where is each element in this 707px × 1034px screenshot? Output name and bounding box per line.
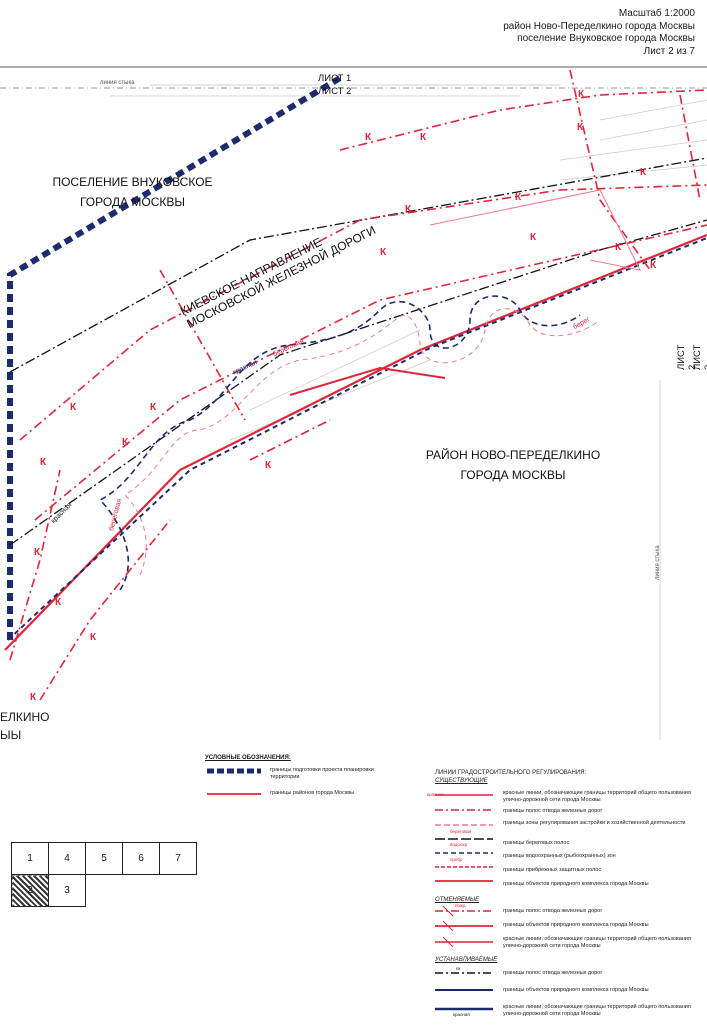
sheet-1-label: ЛИСТ 1 [318, 73, 352, 84]
project-boundary [7, 75, 342, 640]
sheet-number: Лист 2 из 7 [643, 45, 695, 57]
svg-text:К: К [70, 402, 77, 413]
red-lines [9, 69, 707, 701]
svg-text:К: К [405, 204, 412, 215]
legend-cancelled-item-3: красные линии, обозначающие границы терр… [503, 936, 691, 949]
project-boundary-south [7, 237, 707, 641]
svg-text:К: К [578, 89, 585, 100]
svg-text:К: К [150, 402, 157, 413]
legend-cancelled-swatches [435, 905, 493, 948]
district-boundary [4, 233, 707, 651]
railway-line-1 [9, 157, 707, 373]
settlement-title: поселение Внуковское города Москвы [517, 33, 695, 44]
legend-established-item-1: границы полос отвода железных дорог [503, 970, 603, 976]
legend-existing-swatches [435, 794, 493, 882]
svg-text:К: К [650, 260, 657, 271]
survey-lines [110, 84, 707, 441]
river-pink-1 [124, 308, 601, 576]
regulation-zone [429, 189, 641, 271]
sheet-cell-6[interactable]: 6 [122, 842, 160, 875]
legend-established-item-3: красные линии, обозначающие границы терр… [503, 1004, 691, 1017]
legend-swatches-top [207, 768, 261, 795]
svg-text:К: К [122, 437, 129, 448]
cut-district-label: ЕЛКИНО ЫЫ [0, 708, 50, 744]
sheet-cell-1[interactable]: 1 [11, 842, 49, 875]
district-name: РАЙОН НОВО-ПЕРЕДЕЛКИНО [425, 448, 601, 462]
legend-existing-item-1: красные линии, обозначающие границы терр… [503, 790, 691, 803]
legend-lines-heading: ЛИНИИ ГРАДОСТРОИТЕЛЬНОГО РЕГУЛИРОВАНИЯ: [435, 770, 587, 776]
svg-text:К: К [380, 247, 387, 258]
join-line-right-label: линия стыка [655, 545, 661, 580]
district-label: РАЙОН НОВО-ПЕРЕДЕЛКИНО ГОРОДА МОСКВЫ [408, 445, 618, 485]
svg-text:К: К [90, 632, 97, 643]
legend-sample-bereg: береговая [450, 829, 472, 834]
legend-established-item-2: границы объектов природного комплекса го… [503, 987, 649, 993]
map-area[interactable]: К К К К К К К К К К К К К К К К К К К К … [0, 0, 707, 745]
svg-text:К: К [30, 692, 37, 703]
sheet-cell-4[interactable]: 4 [48, 842, 86, 875]
sheet-grid-row-1: 1 4 5 6 7 [11, 842, 197, 875]
sheet-cell-2-current[interactable]: 2 [11, 874, 49, 907]
svg-text:К: К [640, 167, 647, 178]
svg-text:К: К [615, 242, 622, 253]
svg-text:К: К [34, 547, 41, 558]
legend-sample-vodoohr: водоохр [450, 842, 468, 847]
legend-existing-item-5: границы водоохранных (рыбоохранных) зон [503, 853, 616, 859]
svg-text:К: К [530, 232, 537, 243]
scale-label: Масштаб 1:2000 [618, 8, 695, 19]
svg-text:К: К [577, 122, 584, 133]
legend-sample-pk: пк [456, 966, 461, 971]
legend-sample-pozh: пожд [455, 903, 466, 908]
settlement-name: ПОСЕЛЕНИЕ ВНУКОВСКОЕ [52, 175, 213, 189]
svg-text:К: К [515, 192, 522, 203]
legend-cancelled-heading: ОТМЕНЯЕМЫЕ [435, 897, 480, 903]
street-red-line [289, 366, 446, 396]
legend-established-swatches [435, 972, 493, 1011]
map-header: Масштаб 1:2000 район Ново-Переделкино го… [503, 8, 695, 58]
sheet-index-grid: 1 4 5 6 7 2 3 [11, 842, 197, 907]
legend-existing-item-2: границы полос отвода железных дорог [503, 808, 603, 814]
legend-established-heading: УСТАНАВЛИВАЕМЫЕ [435, 957, 498, 963]
district-city: ГОРОДА МОСКВЫ [460, 468, 566, 482]
svg-text:К: К [55, 597, 62, 608]
sheet-cell-3[interactable]: 3 [48, 874, 86, 907]
sheet-3-right-label: ЛИСТ 3 [692, 344, 707, 370]
sheet-grid-row-2: 2 3 [11, 874, 197, 907]
svg-text:К: К [420, 132, 427, 143]
svg-text:К: К [365, 132, 372, 143]
join-line-label: линия стыка [100, 80, 135, 86]
legend-sample-krasnaya: красная [427, 792, 444, 797]
sheet-cell-7[interactable]: 7 [159, 842, 197, 875]
cut-district-line2: ЫЫ [0, 728, 22, 742]
legend-existing-item-4: границы береговых полос [503, 840, 570, 846]
cut-district-line1: ЕЛКИНО [0, 710, 50, 724]
legend-title: УСЛОВНЫЕ ОБОЗНАЧЕНИЯ: [205, 755, 291, 761]
map-canvas: К К К К К К К К К К К К К К К К К К К К [0, 66, 707, 740]
river-blue-1 [98, 295, 581, 591]
legend-existing-heading: СУЩЕСТВУЮЩИЕ [435, 778, 488, 784]
legend-sample-pribr: прибр [450, 857, 463, 862]
legend-district-boundary: границы районов города Москвы [270, 790, 355, 796]
district-title: район Ново-Переделкино города Москвы [503, 20, 695, 32]
legend-cancelled-item-1: границы полос отвода железных дорог [503, 908, 603, 914]
legend-existing-item-6: границы прибрежных защитных полос [503, 867, 602, 873]
legend-sample-krasnaya-2: красная [453, 1012, 470, 1017]
railway-line-2 [9, 219, 707, 546]
settlement-city: ГОРОДА МОСКВЫ [79, 195, 186, 209]
settlement-label: ПОСЕЛЕНИЕ ВНУКОВСКОЕ ГОРОДА МОСКВЫ [40, 172, 225, 212]
legend-cancelled-item-2: границы объектов природного комплекса го… [503, 922, 649, 928]
legend-existing-item-7: границы объектов природного комплекса го… [503, 881, 649, 887]
legend-project-boundary: границы подготовки проекта планировки те… [270, 767, 374, 780]
sheet-cell-5[interactable]: 5 [85, 842, 123, 875]
svg-text:К: К [40, 457, 47, 468]
sheet-2-label: ЛИСТ 2 [318, 86, 352, 97]
k-markers: К К К К К К К К К К К К К К К К К К К К [30, 89, 657, 703]
svg-text:К: К [265, 460, 272, 471]
legend-existing-item-3: границы зоны регулирования застройки и х… [503, 820, 686, 826]
